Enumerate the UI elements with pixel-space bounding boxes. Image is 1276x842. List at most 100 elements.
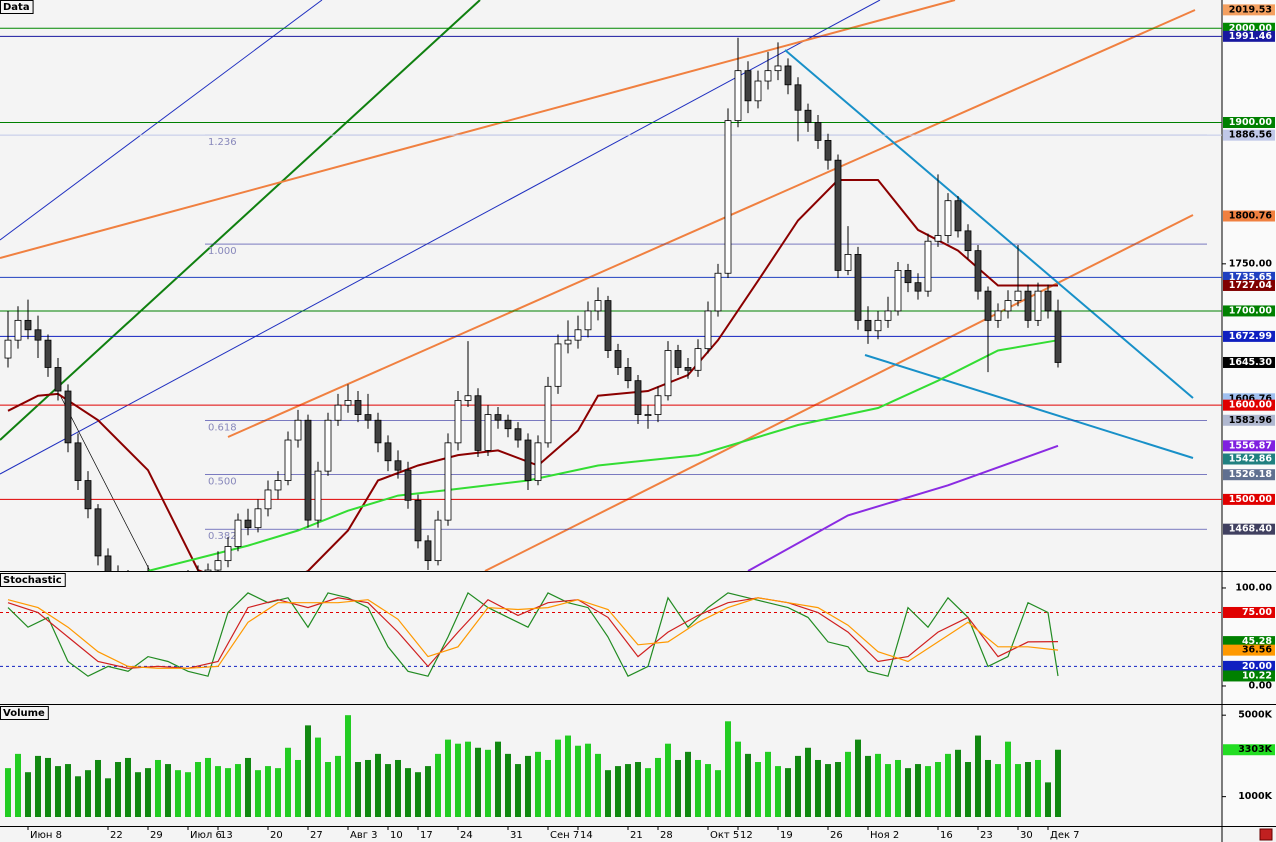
volume-bar: [215, 766, 221, 817]
volume-bar: [895, 759, 901, 817]
level-label: 1735.65: [1229, 272, 1272, 283]
volume-bar: [985, 759, 991, 817]
x-tick-label: 10: [390, 830, 403, 841]
candle-body: [94, 508, 102, 557]
volume-bar: [675, 759, 681, 817]
candle-body: [1044, 290, 1052, 312]
volume-bar: [225, 768, 231, 817]
candle-body: [904, 270, 912, 284]
candle-body: [974, 250, 982, 292]
trend-line: [227, 9, 1196, 438]
candle-body: [294, 419, 302, 441]
volume-bar: [275, 768, 281, 817]
volume-bar: [1025, 762, 1031, 817]
stochastic-panel: [0, 591, 1222, 677]
volume-bar: [815, 759, 821, 817]
level-label: 1526.18: [1229, 469, 1273, 480]
candle-body: [104, 555, 112, 571]
panel-title: Data: [3, 2, 30, 13]
volume-bar: [1005, 741, 1011, 817]
volume-bar: [265, 766, 271, 817]
candle-body: [624, 367, 632, 382]
volume-bar: [15, 753, 21, 817]
candle-body: [1024, 290, 1032, 321]
level-label: 1727.04: [1229, 280, 1273, 291]
volume-bar: [825, 764, 831, 817]
volume-bar: [35, 755, 41, 817]
panel-title-box: [0, 0, 34, 14]
volume-bar: [835, 762, 841, 817]
volume-bar: [255, 770, 261, 817]
candle-body: [384, 442, 392, 462]
candle-body: [324, 419, 332, 472]
candle-body: [764, 70, 772, 82]
volume-bar: [355, 762, 361, 817]
volume-bar: [175, 770, 181, 817]
level-label: 2019.53: [1229, 4, 1272, 15]
level-label-box: [1223, 330, 1275, 342]
level-label: 1556.87: [1229, 440, 1272, 451]
candle-body: [594, 300, 602, 312]
candle-body: [464, 395, 472, 401]
volume-bar: [745, 753, 751, 817]
candle-body: [844, 254, 852, 271]
candle-body: [894, 270, 902, 312]
indicator-line: [747, 444, 1059, 571]
level-label-box: [1223, 636, 1275, 648]
candle-body: [704, 310, 712, 350]
volume-bar: [415, 772, 421, 817]
level-label-box: [1223, 356, 1275, 368]
volume-bar: [535, 751, 541, 817]
level-label: 20.00: [1242, 661, 1272, 672]
candle-body: [304, 419, 312, 521]
candle-body: [454, 400, 462, 444]
candle-body: [274, 480, 282, 491]
level-label: 1700.00: [1229, 305, 1273, 316]
x-tick-label: 24: [460, 830, 473, 841]
volume-bar: [945, 753, 951, 817]
candle-body: [54, 367, 62, 392]
trend-line: [59, 394, 151, 571]
level-label: 1672.99: [1229, 331, 1272, 342]
candle-body: [814, 122, 822, 141]
level-label-box: [1223, 606, 1275, 618]
level-label-box: [1223, 271, 1275, 283]
volume-bar: [315, 737, 321, 817]
volume-bar: [555, 739, 561, 817]
volume-bar: [525, 755, 531, 817]
volume-bar: [195, 762, 201, 817]
volume-bar: [345, 715, 351, 817]
level-label: 1500.00: [1229, 494, 1273, 505]
trend-lines: [0, 0, 1196, 571]
level-label-box: [1223, 660, 1275, 672]
volume-bar: [955, 749, 961, 817]
trend-line: [0, 0, 323, 241]
level-label-box: [1223, 399, 1275, 411]
candle-body: [954, 200, 962, 232]
x-tick-label: 27: [310, 830, 323, 841]
x-tick-label: 21: [630, 830, 643, 841]
volume-bar: [185, 772, 191, 817]
candle-body: [64, 390, 72, 444]
candle-body: [944, 200, 952, 236]
indicator-line: [147, 339, 1059, 571]
volume-bar: [575, 745, 581, 817]
volume-bar: [155, 759, 161, 817]
volume-bar: [645, 768, 651, 817]
candle-body: [344, 400, 352, 406]
candle-body: [534, 442, 542, 481]
candle-body: [864, 319, 872, 332]
volume-bar: [1015, 764, 1021, 817]
x-tick-label: 16: [940, 830, 953, 841]
candle-body: [1054, 310, 1062, 363]
trend-line: [0, 0, 956, 259]
candle-body: [524, 439, 532, 481]
x-tick-label: 26: [830, 830, 843, 841]
x-tick-label: Июн 8: [30, 830, 62, 841]
level-label-box: [1223, 440, 1275, 452]
candle-body: [504, 419, 512, 430]
candle-body: [784, 65, 792, 86]
panel-title: Volume: [3, 708, 45, 719]
volume-bar: [335, 755, 341, 817]
